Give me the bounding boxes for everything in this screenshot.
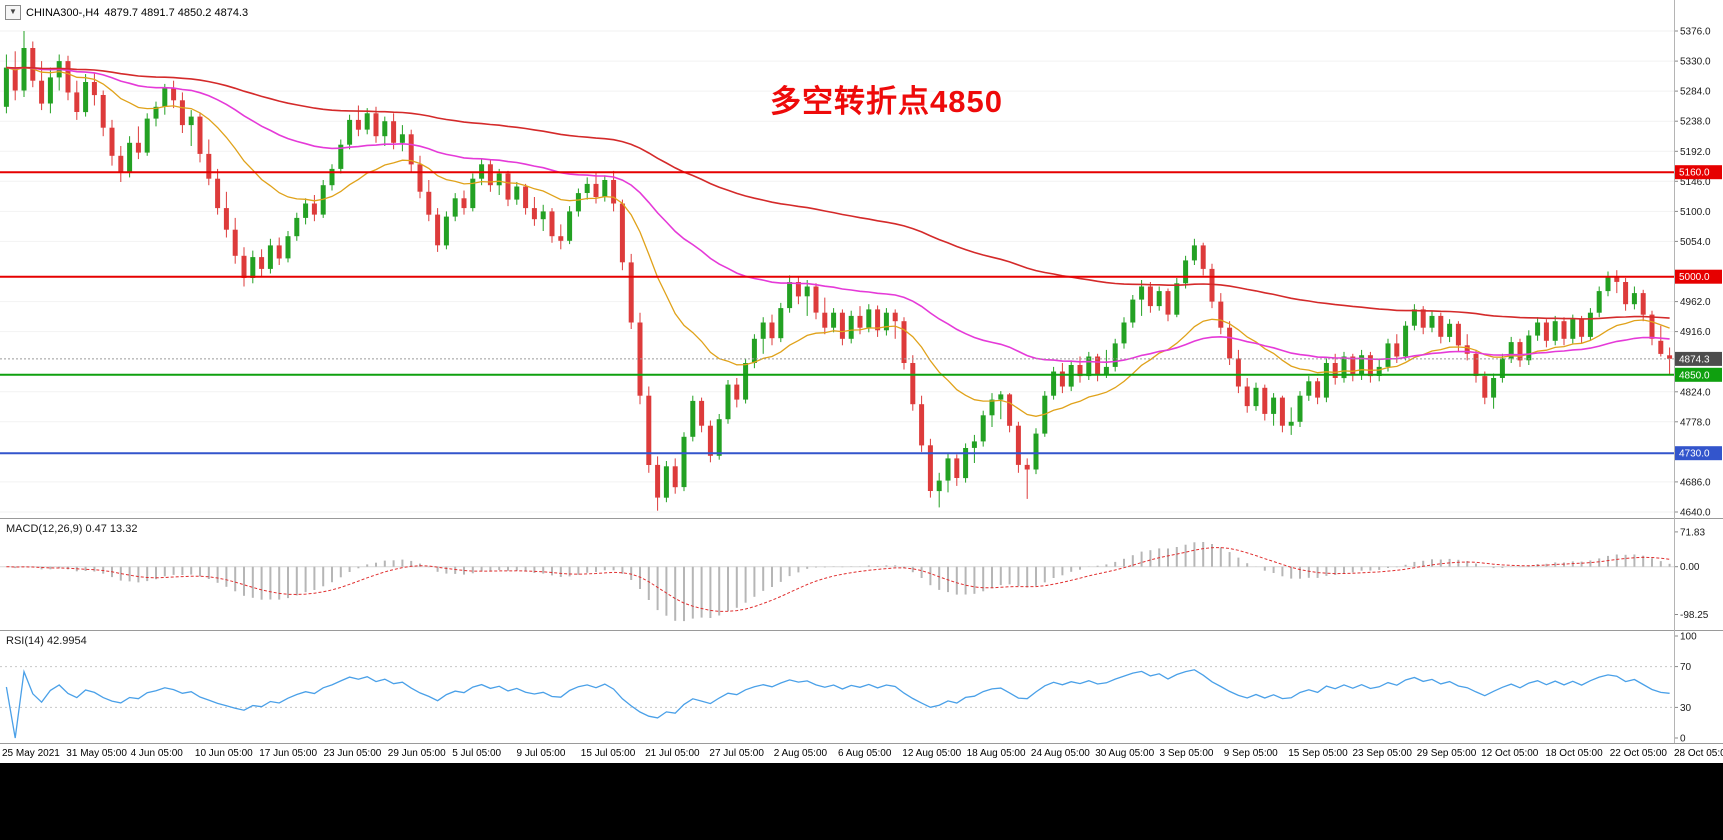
svg-text:-98.25: -98.25 — [1680, 610, 1709, 621]
macd-panel: 71.83 0.00 -98.25 — [0, 519, 1723, 630]
svg-text:5146.0: 5146.0 — [1680, 177, 1711, 188]
time-label: 2 Aug 05:00 — [773, 748, 828, 759]
time-label: 30 Aug 05:00 — [1095, 748, 1155, 759]
ma-slow-line[interactable] — [6, 66, 1670, 320]
macd-signal-line — [6, 547, 1670, 612]
svg-text:5100.0: 5100.0 — [1680, 207, 1711, 218]
svg-text:0: 0 — [1680, 734, 1686, 744]
time-label: 31 May 05:00 — [66, 748, 127, 759]
svg-text:5284.0: 5284.0 — [1680, 87, 1711, 98]
svg-text:5376.0: 5376.0 — [1680, 27, 1711, 38]
time-axis[interactable]: 25 May 2021 31 May 05:00 4 Jun 05:00 10 Jun… — [0, 744, 1723, 763]
panel-divider[interactable] — [0, 630, 1723, 631]
svg-text:30: 30 — [1680, 703, 1692, 714]
time-label: 15 Jul 05:00 — [580, 748, 636, 759]
svg-text:5000.0: 5000.0 — [1679, 272, 1710, 283]
svg-text:5160.0: 5160.0 — [1679, 168, 1710, 179]
panel-divider — [0, 743, 1723, 744]
time-label: 29 Sep 05:00 — [1416, 748, 1477, 759]
ma-fast-line[interactable] — [6, 66, 1670, 417]
svg-text:4824.0: 4824.0 — [1680, 387, 1711, 398]
svg-text:5238.0: 5238.0 — [1680, 117, 1711, 128]
time-label: 28 Oct 05:00 — [1674, 748, 1723, 759]
svg-text:4874.3: 4874.3 — [1679, 354, 1710, 365]
bottom-bar — [0, 763, 1723, 840]
axis-price-tag: 4850.0 — [1675, 367, 1722, 382]
time-label: 23 Jun 05:00 — [323, 748, 382, 759]
svg-text:5192.0: 5192.0 — [1680, 147, 1711, 158]
axis-price-tag: 5000.0 — [1675, 269, 1722, 284]
time-label: 15 Sep 05:00 — [1288, 748, 1348, 759]
macd-axis-labels[interactable]: 71.83 0.00 -98.25 — [1674, 527, 1709, 621]
time-label: 12 Aug 05:00 — [902, 748, 962, 759]
axis-price-tag: 5160.0 — [1675, 165, 1722, 180]
time-label: 21 Jul 05:00 — [645, 748, 700, 759]
time-label: 9 Sep 05:00 — [1223, 748, 1278, 759]
price-axis-labels[interactable]: 5376.0 5330.0 5284.0 5238.0 5192.0 5146.0 5100… — [1674, 27, 1711, 519]
svg-text:4962.0: 4962.0 — [1680, 297, 1711, 308]
symbol-dropdown-icon[interactable]: ▼ — [5, 5, 21, 20]
rsi-indicator-label: RSI(14) 42.9954 — [6, 635, 87, 647]
time-label: 17 Jun 05:00 — [259, 748, 318, 759]
chart-symbol-label: CHINA300-,H4 — [26, 6, 100, 19]
time-label: 4 Jun 05:00 — [130, 748, 183, 759]
time-label: 5 Jul 05:00 — [452, 748, 502, 759]
rsi-panel: 100 70 30 0 — [0, 631, 1723, 743]
rsi-axis-labels[interactable]: 100 70 30 0 — [1674, 632, 1697, 744]
svg-text:71.83: 71.83 — [1680, 527, 1705, 538]
svg-text:100: 100 — [1680, 632, 1697, 643]
svg-text:5330.0: 5330.0 — [1680, 57, 1711, 68]
price-gridlines — [0, 30, 1674, 513]
svg-text:4778.0: 4778.0 — [1680, 417, 1711, 428]
time-label: 29 Jun 05:00 — [387, 748, 446, 759]
time-label: 9 Jul 05:00 — [516, 748, 566, 759]
time-label: 3 Sep 05:00 — [1159, 748, 1214, 759]
time-label: 23 Sep 05:00 — [1352, 748, 1413, 759]
chart-annotation[interactable]: 多空转折点4850 — [770, 84, 1003, 119]
main-chart-panel: 5376.0 5330.0 5284.0 5238.0 5192.0 5146.0 5100… — [0, 0, 1723, 518]
time-label: 27 Jul 05:00 — [709, 748, 764, 759]
candlestick-plot[interactable]: 5376.0 5330.0 5284.0 5238.0 5192.0 5146.0 5100… — [0, 0, 1723, 518]
macd-indicator-label: MACD(12,26,9) 0.47 13.32 — [6, 523, 138, 535]
time-label: 6 Aug 05:00 — [838, 748, 892, 759]
svg-text:5054.0: 5054.0 — [1680, 237, 1711, 248]
svg-text:4640.0: 4640.0 — [1680, 508, 1711, 519]
svg-text:4730.0: 4730.0 — [1679, 449, 1710, 460]
axis-price-tag: 4874.3 — [1675, 351, 1722, 366]
svg-text:0.00: 0.00 — [1680, 562, 1700, 573]
macd-histogram — [14, 542, 1671, 622]
time-label: 10 Jun 05:00 — [194, 748, 253, 759]
rsi-plot[interactable]: 100 70 30 0 — [0, 631, 1723, 743]
chart-ohlc-values: 4879.7 4891.7 4850.2 4874.3 — [104, 6, 249, 19]
chart-title: ▼ CHINA300-,H4 4879.7 4891.7 4850.2 4874… — [5, 5, 248, 20]
rsi-line — [5, 669, 1670, 739]
price-axis-separator — [1674, 0, 1675, 743]
svg-text:70: 70 — [1680, 662, 1692, 673]
time-label: 24 Aug 05:00 — [1030, 748, 1090, 759]
svg-text:4850.0: 4850.0 — [1679, 370, 1710, 381]
time-label: 18 Oct 05:00 — [1545, 748, 1603, 759]
macd-plot[interactable]: 71.83 0.00 -98.25 — [0, 519, 1723, 630]
svg-text:4916.0: 4916.0 — [1680, 327, 1711, 338]
time-label: 18 Aug 05:00 — [966, 748, 1026, 759]
time-label: 25 May 2021 — [2, 748, 60, 759]
candles-layer — [3, 31, 1673, 511]
axis-price-tag: 4730.0 — [1675, 446, 1722, 461]
svg-text:4686.0: 4686.0 — [1680, 477, 1711, 488]
time-label: 22 Oct 05:00 — [1609, 748, 1667, 759]
time-label: 12 Oct 05:00 — [1481, 748, 1539, 759]
panel-divider[interactable] — [0, 518, 1723, 519]
